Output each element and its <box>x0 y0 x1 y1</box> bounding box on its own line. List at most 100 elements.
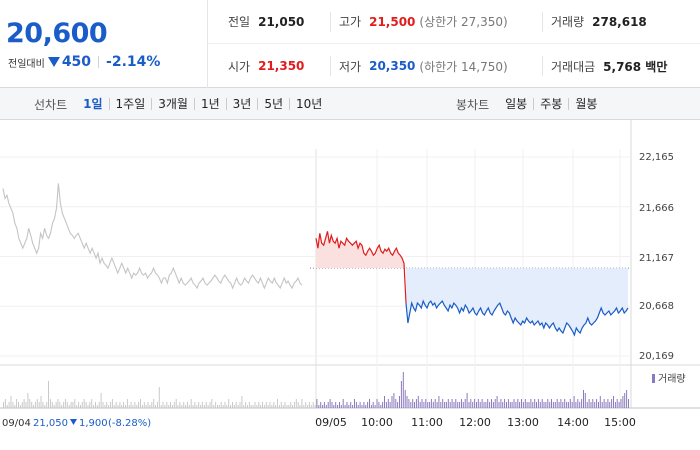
volume-bar <box>367 402 369 408</box>
volume-bar <box>566 402 568 408</box>
volume-bar <box>185 405 187 408</box>
volume-bar <box>432 402 434 408</box>
stat-label: 거래대금 <box>551 59 596 74</box>
volume-bar <box>256 405 258 408</box>
down-triangle-icon <box>70 419 77 425</box>
period-1y-button[interactable]: 1년 <box>193 98 226 110</box>
volume-bar <box>352 405 354 408</box>
volume-bar <box>412 399 414 408</box>
volume-bar <box>348 405 350 408</box>
volume-bar <box>230 405 232 408</box>
volume-bar <box>269 402 271 408</box>
volume-bar <box>524 399 526 408</box>
volume-bar <box>335 402 337 408</box>
volume-bar <box>415 399 417 408</box>
period-3y-button[interactable]: 3년 <box>225 98 258 110</box>
volume-bar <box>536 402 537 408</box>
volume-bar <box>38 402 40 408</box>
volume-bar <box>183 402 185 408</box>
volume-bar <box>607 399 609 408</box>
volume-bar <box>477 399 479 408</box>
volume-bar <box>339 402 340 408</box>
volume-bar <box>284 402 286 408</box>
volume-bar <box>552 402 554 408</box>
volume-bar <box>46 402 48 408</box>
volume-bar <box>173 402 175 408</box>
volume-bar <box>391 396 393 408</box>
monthly-candle-button[interactable]: 월봉 <box>568 98 603 110</box>
volume-bar <box>340 405 342 408</box>
volume-bar <box>470 399 472 408</box>
volume-bar <box>55 402 57 408</box>
volume-bar <box>207 405 209 408</box>
volume-bar <box>278 405 280 408</box>
volume-bar <box>472 402 474 408</box>
volume-bar <box>121 405 123 408</box>
chart-toolbar: 선차트 1일 1주일 3개월 1년 3년 5년 10년 봉차트 일봉 주봉 월봉 <box>0 88 700 120</box>
line-chart-title: 선차트 <box>34 97 68 112</box>
volume-bar <box>164 405 166 408</box>
volume-bar <box>487 399 489 408</box>
volume-bar <box>325 405 327 408</box>
volume-bar <box>33 405 34 408</box>
divider <box>98 56 100 68</box>
volume-bar <box>614 402 616 408</box>
volume-bar <box>464 399 466 408</box>
volume-bar <box>492 402 494 408</box>
volume-bar <box>389 402 391 408</box>
volume-bar <box>429 402 431 408</box>
volume-bar <box>277 399 278 408</box>
period-10y-button[interactable]: 10년 <box>289 98 328 110</box>
candle-chart-title: 봉차트 <box>456 97 490 112</box>
volume-bar <box>262 402 263 408</box>
volume-bar <box>361 405 363 408</box>
volume-bar <box>102 402 104 408</box>
volume-bar <box>331 402 333 408</box>
quote-header: 20,600 전일대비 450 -2.14% 전일 21,050 고가 21,5… <box>0 0 700 88</box>
period-1w-button[interactable]: 1주일 <box>108 98 152 110</box>
series-layer <box>2 183 631 408</box>
volume-bar <box>350 402 352 408</box>
volume-bar <box>547 399 549 408</box>
volume-bar <box>355 402 357 408</box>
volume-bar <box>295 399 297 408</box>
volume-bar <box>445 402 447 408</box>
period-5y-button[interactable]: 5년 <box>257 98 289 110</box>
volume-bar <box>36 399 38 408</box>
period-1d-button[interactable]: 1일 <box>83 97 103 111</box>
volume-bar <box>549 402 551 408</box>
volume-bar <box>134 402 136 408</box>
volume-bar <box>577 399 579 408</box>
volume-bar <box>365 405 367 408</box>
volume-bar <box>151 402 153 408</box>
volume-bar <box>136 405 138 408</box>
stat-volume: 거래량 278,618 <box>542 11 647 32</box>
volume-bar <box>599 396 601 408</box>
volume-bar <box>440 402 442 408</box>
weekly-candle-button[interactable]: 주봉 <box>533 98 568 110</box>
volume-bar <box>57 399 59 408</box>
volume-bar <box>78 402 80 408</box>
volume-bar <box>554 402 556 408</box>
volume-bar <box>100 393 102 408</box>
down-line <box>405 299 629 337</box>
volume-bar <box>19 405 21 408</box>
volume-bar <box>385 402 387 408</box>
volume-bar <box>138 402 140 408</box>
volume-bar <box>312 402 314 408</box>
volume-bar <box>198 402 200 408</box>
stat-value: 21,350 <box>258 59 305 73</box>
volume-bar <box>80 405 81 408</box>
stats-panel: 전일 21,050 고가 21,500 (상한가 27,350) 거래량 278… <box>208 0 700 88</box>
daily-candle-button[interactable]: 일봉 <box>505 97 528 111</box>
volume-bar <box>314 405 316 408</box>
volume-bar <box>537 399 539 408</box>
period-3m-button[interactable]: 3개월 <box>151 98 194 110</box>
volume-bar <box>374 405 376 408</box>
volume-bar <box>42 402 44 408</box>
volume-bar <box>44 405 46 408</box>
volume-bar <box>541 399 543 408</box>
x-tick-label: 13:00 <box>507 416 539 429</box>
volume-bar <box>194 402 196 408</box>
volume-bar <box>119 402 121 408</box>
